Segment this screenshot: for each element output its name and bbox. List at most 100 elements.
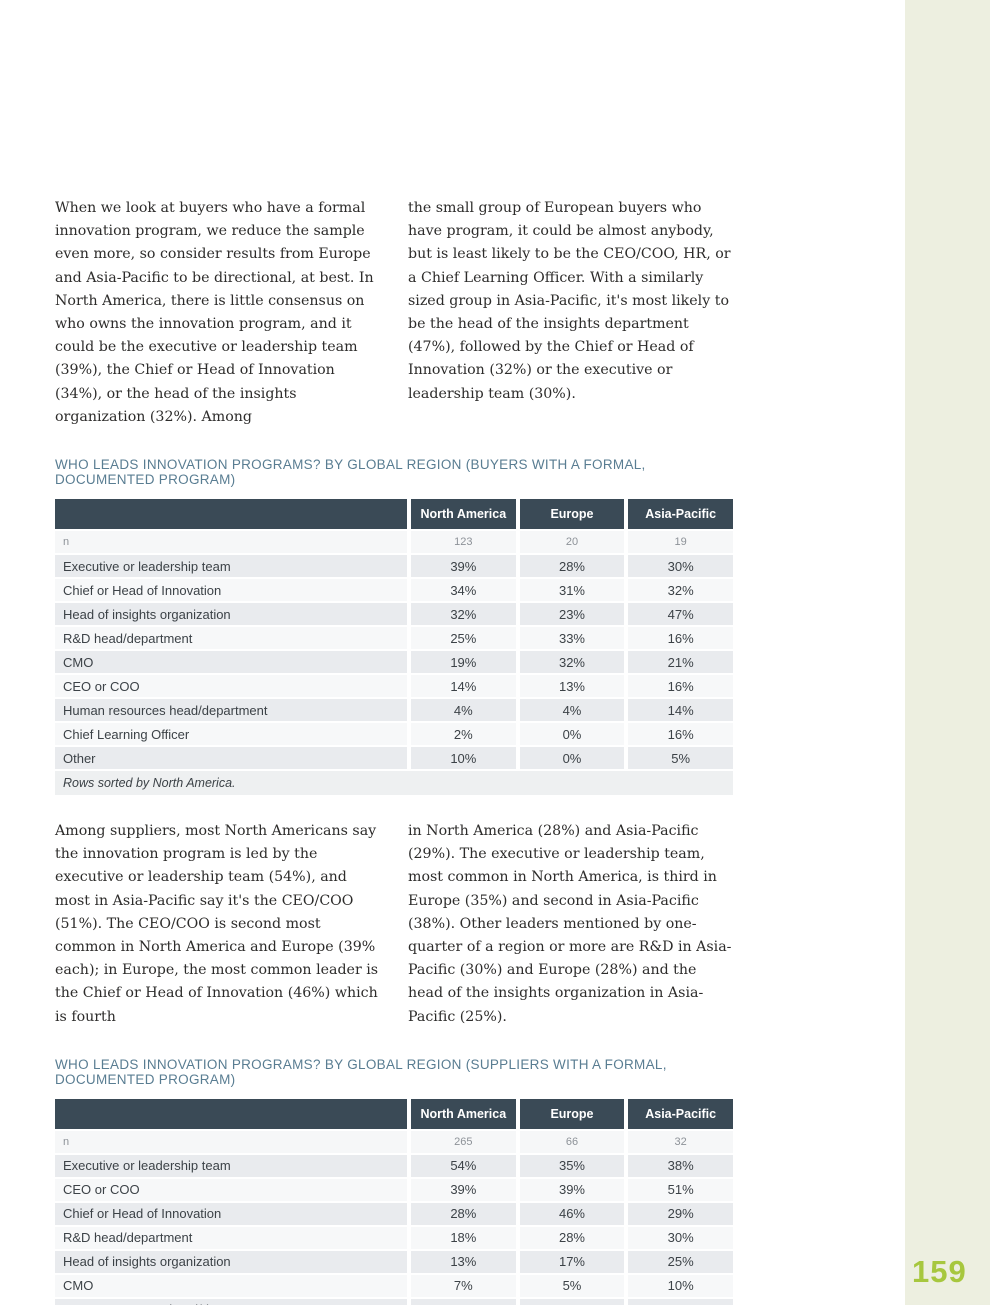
sample-size-row: n 265 66 32	[55, 1128, 733, 1153]
row-value: 51%	[624, 1176, 733, 1201]
row-value: 13%	[407, 1248, 516, 1273]
table-row: R&D head/department 25% 33% 16%	[55, 625, 733, 650]
row-label: Human resources head/department	[55, 1296, 407, 1305]
row-value: 18%	[407, 1224, 516, 1249]
column-header-europe: Europe	[515, 1098, 625, 1129]
row-label: Chief or Head of Innovation	[55, 1200, 407, 1225]
row-label: Head of insights organization	[55, 1248, 407, 1273]
table-row: Executive or leadership team 54% 35% 38%	[55, 1152, 733, 1177]
paragraph-suppliers-left: Among suppliers, most North Americans sa…	[55, 823, 379, 1025]
row-value: 28%	[515, 553, 625, 578]
row-value: 10%	[624, 1272, 733, 1297]
row-value: 39%	[515, 1176, 625, 1201]
row-value: 39%	[407, 553, 516, 578]
n-value: 66	[515, 1128, 625, 1153]
row-value: 28%	[407, 1200, 516, 1225]
row-value: 35%	[515, 1152, 625, 1177]
paragraph-suppliers-right: in North America (28%) and Asia-Pacific …	[408, 823, 732, 1025]
table-row: Head of insights organization 13% 17% 25%	[55, 1248, 733, 1273]
row-value: 23%	[515, 601, 625, 626]
row-value: 28%	[515, 1224, 625, 1249]
row-value: 14%	[407, 673, 516, 698]
table-footnote-row: Rows sorted by North America.	[55, 769, 733, 796]
table-row: Human resources head/department5%8%8%	[55, 1296, 733, 1305]
row-value: 5%	[624, 745, 733, 770]
paragraph-buyers-left: When we look at buyers who have a formal…	[55, 200, 374, 425]
row-value: 16%	[624, 721, 733, 746]
row-value: 4%	[515, 697, 625, 722]
row-value: 29%	[624, 1200, 733, 1225]
column-header-europe: Europe	[515, 499, 625, 530]
row-label: Executive or leadership team	[55, 1152, 407, 1177]
row-label: n	[55, 529, 407, 554]
row-label: CEO or COO	[55, 1176, 407, 1201]
n-value: 123	[407, 529, 516, 554]
row-value: 31%	[515, 577, 625, 602]
row-value: 32%	[624, 577, 733, 602]
row-label: Head of insights organization	[55, 601, 407, 626]
row-value: 47%	[624, 601, 733, 626]
buyers-table-heading: WHO LEADS INNOVATION PROGRAMS? BY GLOBAL…	[55, 457, 646, 488]
intro-paragraphs: When we look at buyers who have a formal…	[55, 197, 733, 429]
row-value: 16%	[624, 625, 733, 650]
row-label: Human resources head/department	[55, 697, 407, 722]
suppliers-table: North America Europe Asia-Pacific n 265 66…	[55, 1098, 733, 1305]
row-value: 5%	[515, 1272, 625, 1297]
row-value: 19%	[407, 649, 516, 674]
row-value: 8%	[624, 1296, 733, 1305]
table-row: CMO 19% 32% 21%	[55, 649, 733, 674]
row-value: 13%	[515, 673, 625, 698]
n-value: 20	[515, 529, 625, 554]
row-label: R&D head/department	[55, 625, 407, 650]
row-value: 30%	[624, 553, 733, 578]
row-label: Executive or leadership team	[55, 553, 407, 578]
column-header-asia-pacific: Asia-Pacific	[624, 499, 733, 530]
row-value: 14%	[624, 697, 733, 722]
row-label: R&D head/department	[55, 1224, 407, 1249]
row-label: Other	[55, 745, 407, 770]
side-strip: 159	[905, 0, 990, 1305]
table-row: Human resources head/department 4% 4% 14%	[55, 697, 733, 722]
row-value: 7%	[407, 1272, 516, 1297]
table-footnote: Rows sorted by North America.	[55, 769, 733, 796]
empty-header-cell	[55, 1098, 407, 1129]
row-label: CMO	[55, 649, 407, 674]
row-value: 8%	[515, 1296, 625, 1305]
paragraph-buyers-right: the small group of European buyers who h…	[408, 200, 731, 402]
empty-header-cell	[55, 499, 407, 530]
row-label: CEO or COO	[55, 673, 407, 698]
row-value: 5%	[407, 1296, 516, 1305]
row-label: Chief or Head of Innovation	[55, 577, 407, 602]
sample-size-row: n 123 20 19	[55, 529, 733, 554]
n-value: 32	[624, 1128, 733, 1153]
column-header-asia-pacific: Asia-Pacific	[624, 1098, 733, 1129]
row-value: 25%	[624, 1248, 733, 1273]
page-number: 159	[912, 1254, 967, 1289]
suppliers-table-heading: WHO LEADS INNOVATION PROGRAMS? BY GLOBAL…	[55, 1056, 667, 1087]
row-value: 38%	[624, 1152, 733, 1177]
row-label: CMO	[55, 1272, 407, 1297]
suppliers-paragraphs: Among suppliers, most North Americans sa…	[55, 820, 733, 1029]
table-row: Executive or leadership team 39% 28% 30%	[55, 553, 733, 578]
row-value: 39%	[407, 1176, 516, 1201]
table-row: CEO or COO 14% 13% 16%	[55, 673, 733, 698]
row-value: 0%	[515, 721, 625, 746]
table-row: CEO or COO 39% 39% 51%	[55, 1176, 733, 1201]
table-row: Chief Learning Officer 2% 0% 16%	[55, 721, 733, 746]
row-value: 54%	[407, 1152, 516, 1177]
buyers-table: North America Europe Asia-Pacific n 123 20…	[55, 499, 733, 796]
table-row: CMO 7% 5% 10%	[55, 1272, 733, 1297]
row-value: 10%	[407, 745, 516, 770]
column-header-north-america: North America	[407, 1098, 516, 1129]
row-value: 25%	[407, 625, 516, 650]
n-value: 265	[407, 1128, 516, 1153]
table-header-row: North America Europe Asia-Pacific	[55, 1098, 733, 1129]
row-value: 33%	[515, 625, 625, 650]
row-value: 17%	[515, 1248, 625, 1273]
row-label: n	[55, 1128, 407, 1153]
table-row: Chief or Head of Innovation 28% 46% 29%	[55, 1200, 733, 1225]
table-row: Head of insights organization 32% 23% 47%	[55, 601, 733, 626]
row-value: 21%	[624, 649, 733, 674]
table-header-row: North America Europe Asia-Pacific	[55, 499, 733, 530]
